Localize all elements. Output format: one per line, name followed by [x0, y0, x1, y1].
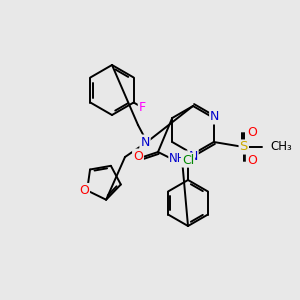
Text: O: O	[247, 127, 257, 140]
Text: O: O	[133, 149, 143, 163]
Text: O: O	[79, 184, 89, 197]
Text: S: S	[240, 140, 248, 154]
Text: N: N	[140, 136, 150, 148]
Text: NH: NH	[169, 152, 187, 164]
Text: Cl: Cl	[182, 154, 194, 166]
Text: N: N	[210, 110, 220, 124]
Text: F: F	[139, 101, 146, 114]
Text: N: N	[188, 149, 198, 163]
Text: CH₃: CH₃	[271, 140, 292, 154]
Text: O: O	[247, 154, 257, 167]
